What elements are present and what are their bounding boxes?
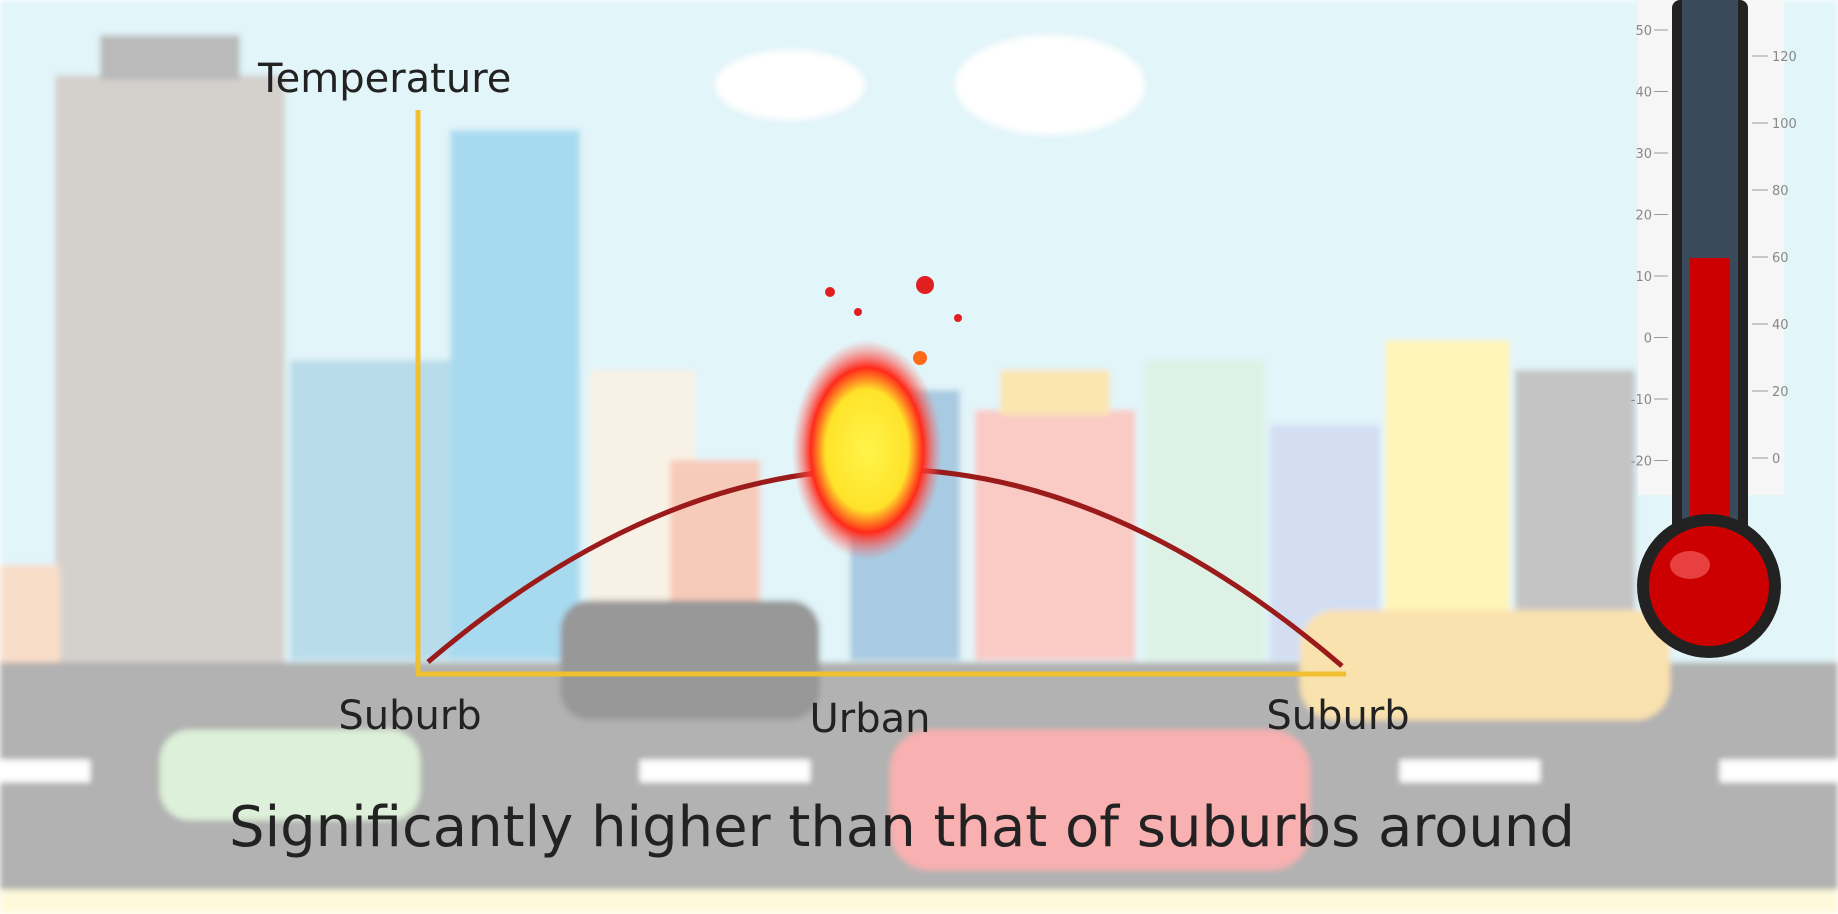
- building: [55, 75, 285, 665]
- car: [890, 730, 1310, 870]
- building: [100, 35, 240, 80]
- spark: [825, 287, 835, 297]
- car: [160, 730, 420, 820]
- lane-mark: [0, 760, 90, 782]
- building: [450, 130, 580, 660]
- lane-mark: [1400, 760, 1540, 782]
- celsius-label: 0: [1644, 332, 1652, 347]
- fahrenheit-label: 40: [1772, 318, 1789, 333]
- caption: Significantly higher than that of suburb…: [229, 795, 1575, 860]
- spark: [916, 276, 934, 294]
- building: [0, 565, 60, 665]
- cloud: [955, 35, 1145, 135]
- mercury: [1690, 258, 1730, 558]
- celsius-label: -10: [1631, 393, 1652, 408]
- x-label: Suburb: [338, 693, 481, 739]
- axis-label: Temperature: [257, 56, 511, 102]
- celsius-label: 20: [1635, 209, 1652, 224]
- celsius-label: 50: [1635, 24, 1652, 39]
- car: [1300, 610, 1670, 720]
- car: [560, 600, 820, 720]
- lane-mark: [640, 760, 810, 782]
- fahrenheit-label: 80: [1772, 184, 1789, 199]
- x-label: Urban: [810, 696, 931, 742]
- fahrenheit-label: 120: [1772, 50, 1797, 65]
- fire: [792, 276, 962, 560]
- spark: [913, 351, 927, 365]
- celsius-label: 10: [1635, 270, 1652, 285]
- x-label: Suburb: [1266, 693, 1409, 739]
- curb: [0, 890, 1838, 914]
- fahrenheit-label: 0: [1772, 452, 1780, 467]
- building: [975, 410, 1135, 660]
- bulb-highlight: [1670, 551, 1710, 579]
- flame: [792, 340, 942, 560]
- spark: [954, 314, 962, 322]
- lane-mark: [1720, 760, 1838, 782]
- celsius-label: -20: [1631, 455, 1652, 470]
- celsius-label: 40: [1635, 86, 1652, 101]
- bulb: [1649, 526, 1769, 646]
- celsius-label: 30: [1635, 147, 1652, 162]
- building: [1385, 340, 1510, 660]
- building: [1145, 360, 1265, 660]
- building: [1000, 370, 1110, 415]
- spark: [854, 308, 862, 316]
- fahrenheit-label: 60: [1772, 251, 1789, 266]
- building: [290, 360, 460, 660]
- fahrenheit-label: 100: [1772, 117, 1797, 132]
- cloud: [715, 50, 865, 120]
- fahrenheit-label: 20: [1772, 385, 1789, 400]
